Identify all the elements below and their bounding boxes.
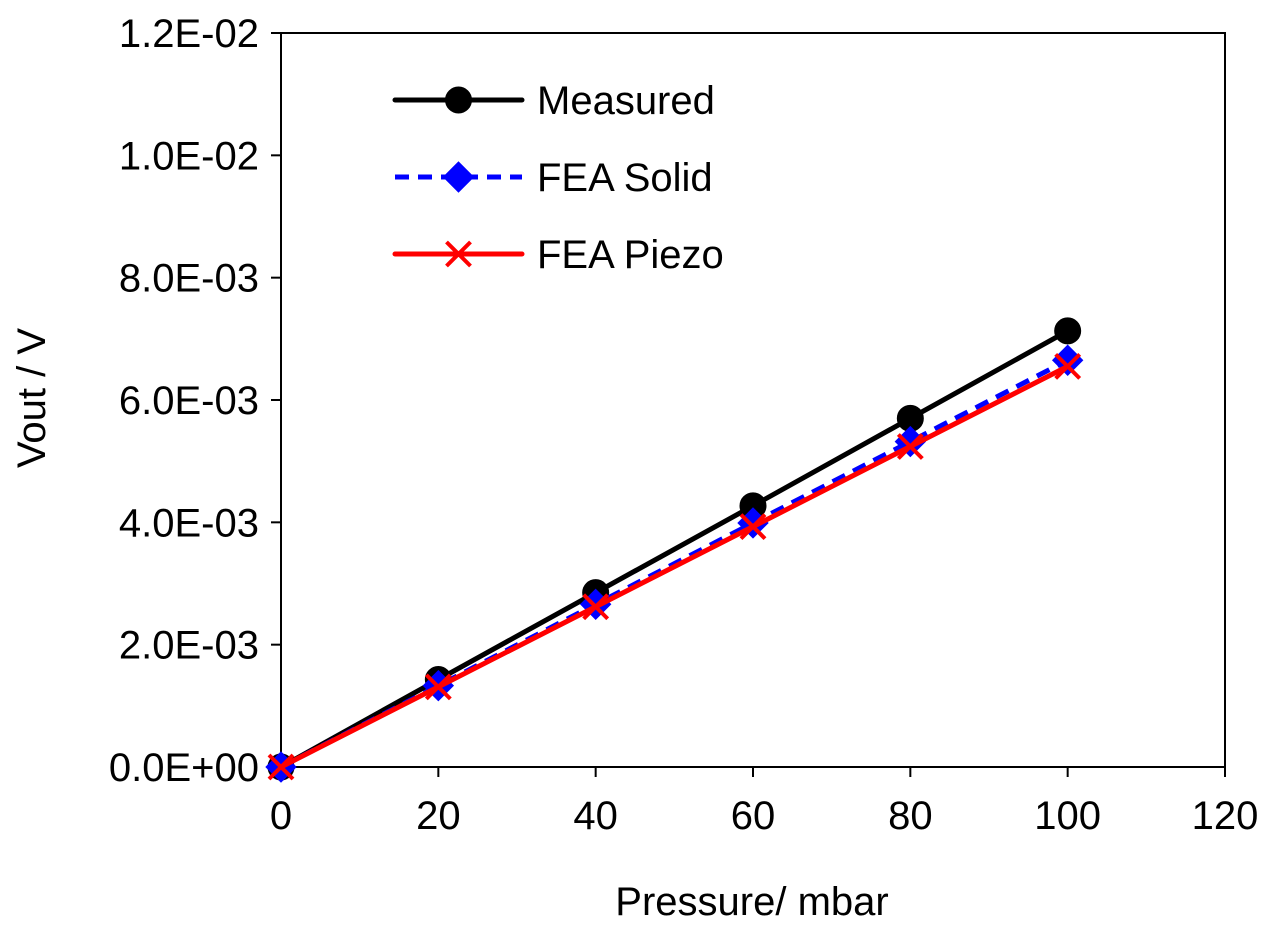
x-marker-stroke	[582, 593, 610, 621]
y-tick-label: 1.2E-02	[119, 12, 259, 56]
legend: Measured FEA Solid FEA Piezo	[392, 79, 724, 277]
plot-frame	[280, 32, 1226, 768]
series-line-measured	[278, 328, 1071, 770]
x-tick-label: 100	[1034, 794, 1101, 838]
x-tick-label: 120	[1192, 794, 1259, 838]
data-point-measured	[1054, 317, 1082, 345]
series-line-fea-piezo	[278, 363, 1071, 770]
legend-item-fea-piezo: FEA Piezo	[392, 233, 724, 277]
x-tick-label: 60	[731, 794, 776, 838]
series-layer	[265, 317, 1084, 783]
y-tick-label: 1.0E-02	[119, 134, 259, 178]
series-fea-piezo	[267, 352, 1082, 781]
y-tick-label: 2.0E-03	[119, 624, 259, 668]
y-tick-label: 0.0E+00	[109, 746, 259, 790]
data-point-fea-piezo	[267, 753, 295, 781]
x-marker-stroke	[445, 240, 472, 268]
x-axis-title: Pressure/ mbar	[615, 880, 888, 924]
ticks-layer: 0 20 40 60 80 100 120 0.0E+00 2.0E-03 4.0E-03 6.0E…	[109, 12, 1259, 838]
data-point-fea-piezo	[424, 673, 452, 701]
legend-label: FEA Solid	[537, 156, 713, 200]
legend-label: Measured	[537, 79, 715, 123]
x-tick-label: 40	[573, 794, 618, 838]
y-tick-label: 8.0E-03	[119, 257, 259, 301]
x-tick-label: 0	[270, 794, 292, 838]
axes-layer	[280, 32, 1226, 768]
data-point-fea-piezo	[739, 513, 767, 541]
x-marker-stroke	[739, 513, 767, 541]
legend-label: FEA Piezo	[537, 233, 724, 277]
x-marker-stroke	[1054, 352, 1082, 380]
series-fea-solid	[265, 344, 1084, 783]
legend-swatch-marker	[442, 161, 475, 193]
legend-swatch-marker	[445, 240, 472, 268]
legend-item-fea-solid: FEA Solid	[395, 156, 713, 200]
x-marker-stroke	[896, 433, 924, 460]
data-point-fea-piezo	[896, 433, 924, 460]
y-tick-label: 4.0E-03	[119, 501, 259, 545]
x-tick-label: 20	[416, 794, 461, 838]
legend-item-measured: Measured	[392, 79, 715, 123]
data-point-fea-piezo	[1054, 352, 1082, 380]
data-point-fea-piezo	[582, 593, 610, 621]
x-tick-label: 80	[888, 794, 933, 838]
x-marker-stroke	[267, 753, 295, 781]
x-marker-stroke	[424, 673, 452, 701]
y-tick-label: 6.0E-03	[119, 379, 259, 423]
legend-swatch-marker	[445, 86, 472, 114]
y-axis-title: Vout / V	[10, 328, 54, 468]
